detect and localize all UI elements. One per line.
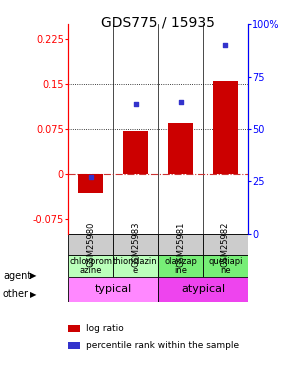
Bar <box>213 81 238 174</box>
Point <box>133 101 138 107</box>
Text: GSM25982: GSM25982 <box>221 222 230 267</box>
Text: log ratio: log ratio <box>86 324 123 333</box>
Text: ▶: ▶ <box>30 290 37 299</box>
Text: chlorprom
azine: chlorprom azine <box>69 256 112 275</box>
Text: GSM25980: GSM25980 <box>86 222 95 267</box>
Point <box>223 42 228 48</box>
Text: GSM25983: GSM25983 <box>131 222 140 267</box>
Bar <box>78 174 103 193</box>
Bar <box>168 123 193 174</box>
Text: olanzap
ine: olanzap ine <box>164 256 197 275</box>
Text: agent: agent <box>3 271 31 280</box>
Text: typical: typical <box>95 284 132 294</box>
Text: quetiapi
ne: quetiapi ne <box>208 256 243 275</box>
Bar <box>113 255 158 277</box>
Text: other: other <box>3 290 29 299</box>
Bar <box>203 255 248 277</box>
Bar <box>113 234 158 255</box>
Bar <box>158 255 203 277</box>
Text: thioridazin
e: thioridazin e <box>113 256 158 275</box>
Bar <box>203 234 248 255</box>
Bar <box>123 131 148 174</box>
Point <box>88 174 93 180</box>
Text: atypical: atypical <box>181 284 225 294</box>
Point <box>178 99 183 105</box>
Text: percentile rank within the sample: percentile rank within the sample <box>86 341 239 350</box>
Bar <box>158 234 203 255</box>
Text: GSM25981: GSM25981 <box>176 222 185 267</box>
Bar <box>68 234 113 255</box>
Bar <box>68 255 113 277</box>
Text: GDS775 / 15935: GDS775 / 15935 <box>101 16 215 30</box>
Bar <box>68 277 158 302</box>
Bar <box>158 277 248 302</box>
Text: ▶: ▶ <box>30 271 37 280</box>
